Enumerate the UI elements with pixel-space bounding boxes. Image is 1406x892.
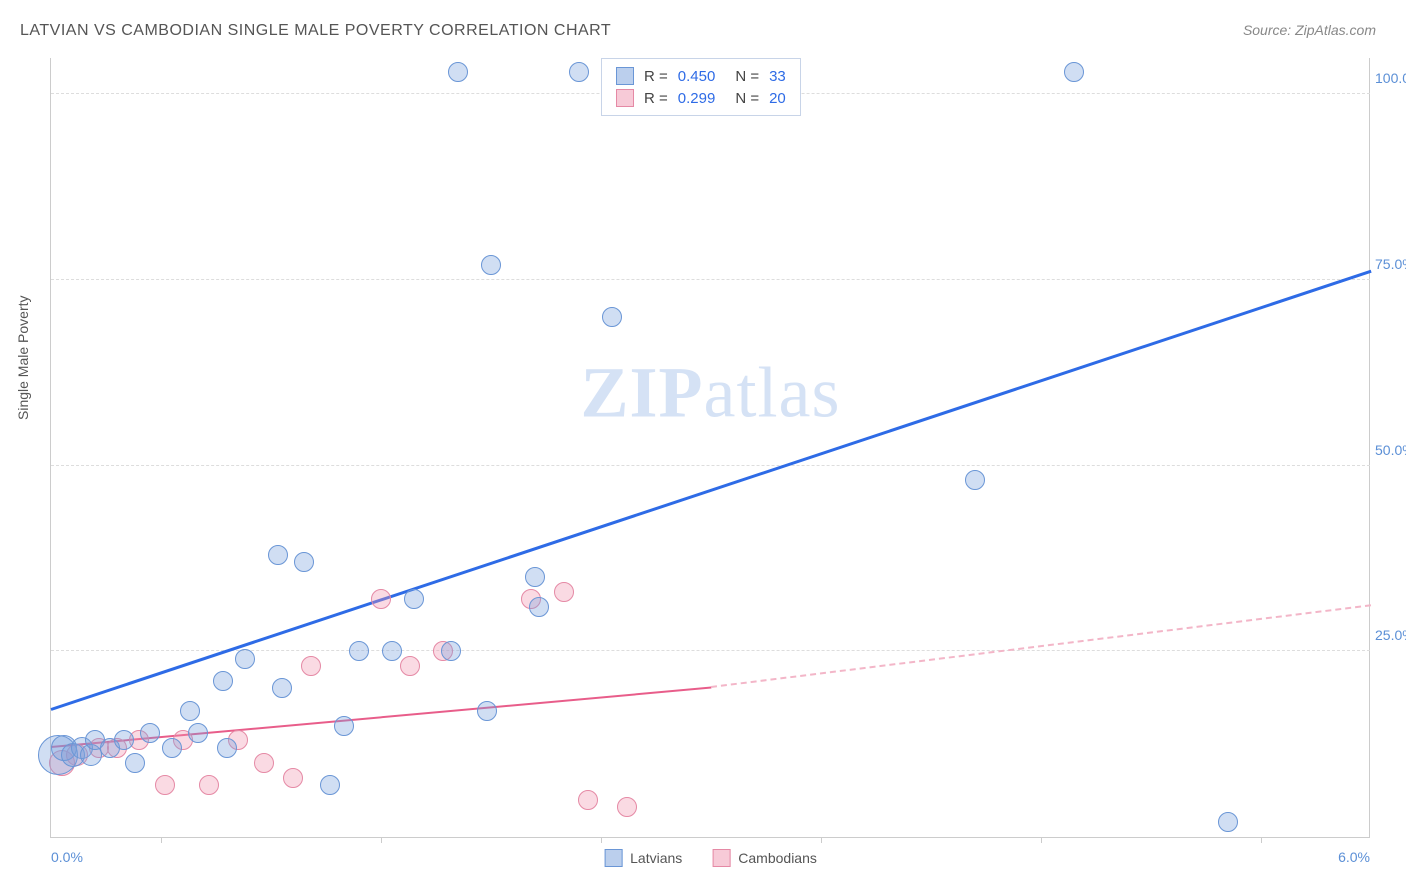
data-point — [199, 775, 219, 795]
data-point — [1064, 62, 1084, 82]
legend-label-latvians: Latvians — [630, 850, 682, 866]
data-point — [155, 775, 175, 795]
data-point — [569, 62, 589, 82]
swatch-cambodians — [712, 849, 730, 867]
data-point — [213, 671, 233, 691]
gridline — [51, 279, 1370, 280]
x-tick-label: 0.0% — [51, 849, 83, 865]
data-point — [125, 753, 145, 773]
data-point — [371, 589, 391, 609]
source-label: Source: ZipAtlas.com — [1243, 22, 1376, 38]
data-point — [349, 641, 369, 661]
r-prefix: R = — [644, 68, 668, 85]
chart-title: LATVIAN VS CAMBODIAN SINGLE MALE POVERTY… — [20, 22, 611, 40]
r-value-latvians: 0.450 — [678, 68, 716, 85]
trend-line — [711, 605, 1371, 689]
legend-row: R = 0.299 N = 20 — [616, 87, 786, 109]
y-tick-label: 50.0% — [1375, 442, 1406, 458]
data-point — [965, 470, 985, 490]
x-tick — [1261, 837, 1262, 843]
n-prefix: N = — [735, 90, 759, 107]
watermark: ZIPatlas — [581, 351, 841, 434]
trend-line — [51, 270, 1372, 711]
swatch-latvians — [604, 849, 622, 867]
data-point — [294, 552, 314, 572]
x-tick — [161, 837, 162, 843]
data-point — [448, 62, 468, 82]
x-tick — [381, 837, 382, 843]
data-point — [114, 730, 134, 750]
watermark-atlas: atlas — [704, 352, 841, 432]
data-point — [554, 582, 574, 602]
y-axis-label: Single Male Poverty — [15, 295, 31, 420]
series-legend: Latvians Cambodians — [604, 849, 817, 867]
data-point — [188, 723, 208, 743]
data-point — [272, 678, 292, 698]
legend-row: R = 0.450 N = 33 — [616, 65, 786, 87]
y-tick-label: 75.0% — [1375, 256, 1406, 272]
data-point — [602, 307, 622, 327]
n-prefix: N = — [735, 68, 759, 85]
legend-label-cambodians: Cambodians — [738, 850, 817, 866]
data-point — [162, 738, 182, 758]
data-point — [525, 567, 545, 587]
legend-item-latvians: Latvians — [604, 849, 682, 867]
data-point — [481, 255, 501, 275]
gridline — [51, 465, 1370, 466]
plot-area: ZIPatlas 25.0%50.0%75.0%100.0%0.0%6.0%R … — [50, 58, 1370, 838]
y-tick-label: 25.0% — [1375, 627, 1406, 643]
data-point — [320, 775, 340, 795]
data-point — [477, 701, 497, 721]
swatch-latvians — [616, 67, 634, 85]
x-tick — [1041, 837, 1042, 843]
r-prefix: R = — [644, 90, 668, 107]
data-point — [400, 656, 420, 676]
data-point — [268, 545, 288, 565]
swatch-cambodians — [616, 89, 634, 107]
legend-item-cambodians: Cambodians — [712, 849, 817, 867]
n-value-latvians: 33 — [769, 68, 786, 85]
x-tick — [821, 837, 822, 843]
data-point — [404, 589, 424, 609]
data-point — [382, 641, 402, 661]
data-point — [617, 797, 637, 817]
data-point — [301, 656, 321, 676]
data-point — [235, 649, 255, 669]
data-point — [140, 723, 160, 743]
x-tick-label: 6.0% — [1338, 849, 1370, 865]
data-point — [334, 716, 354, 736]
x-tick — [601, 837, 602, 843]
correlation-legend: R = 0.450 N = 33 R = 0.299 N = 20 — [601, 58, 801, 116]
data-point — [217, 738, 237, 758]
data-point — [180, 701, 200, 721]
chart-container: LATVIAN VS CAMBODIAN SINGLE MALE POVERTY… — [0, 0, 1406, 892]
data-point — [578, 790, 598, 810]
n-value-cambodians: 20 — [769, 90, 786, 107]
y-tick-label: 100.0% — [1375, 70, 1406, 86]
r-value-cambodians: 0.299 — [678, 90, 716, 107]
watermark-zip: ZIP — [581, 352, 704, 432]
data-point — [1218, 812, 1238, 832]
data-point — [283, 768, 303, 788]
data-point — [529, 597, 549, 617]
data-point — [441, 641, 461, 661]
plot-right-border — [1369, 58, 1370, 837]
data-point — [254, 753, 274, 773]
